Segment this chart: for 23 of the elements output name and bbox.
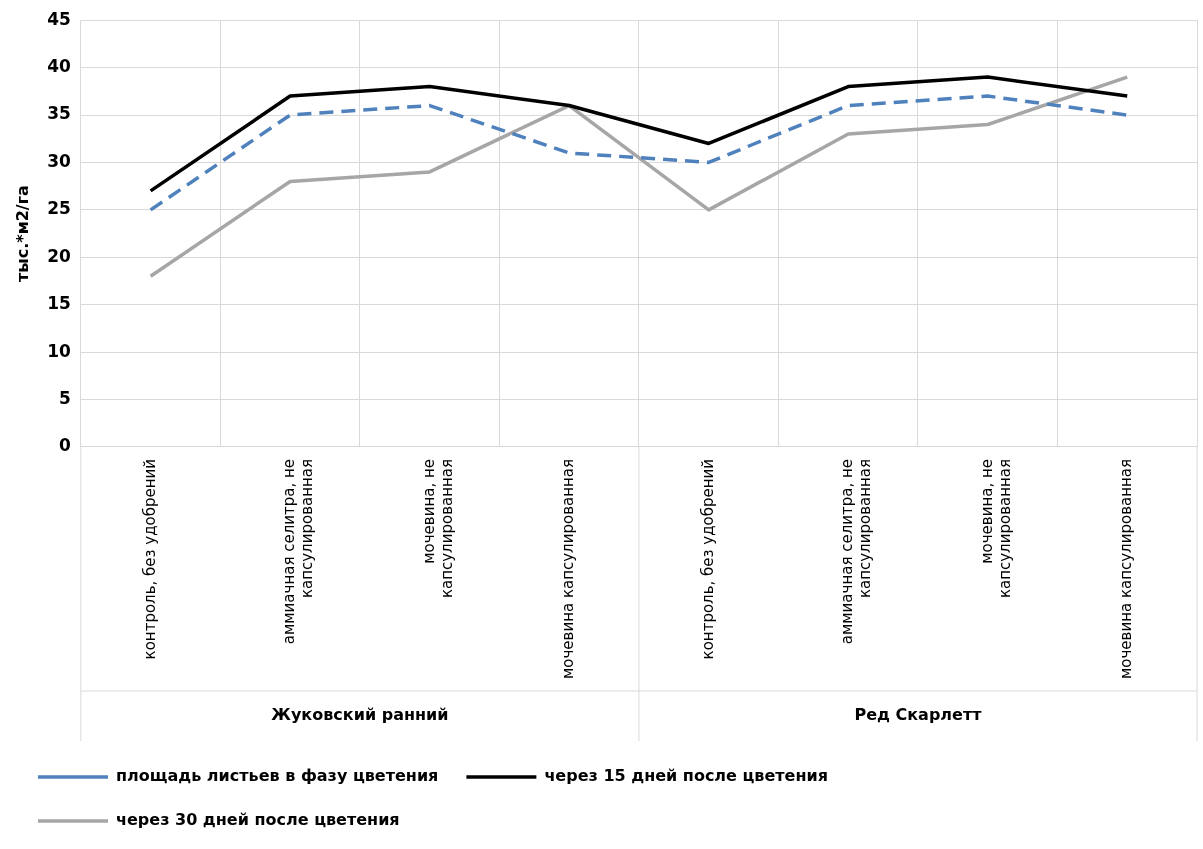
x-tick-label: контроль, без удобрений <box>140 458 159 660</box>
x-tick-label: контроль, без удобрений <box>698 458 717 660</box>
y-tick-label: 25 <box>47 198 71 219</box>
x-tick-label: аммиачная селитра, не капсулированная <box>838 458 875 645</box>
y-tick-label: 0 <box>59 435 72 456</box>
y-tick-label: 20 <box>47 245 72 266</box>
y-tick-label: 30 <box>47 150 72 171</box>
text: Ред Скарлетт <box>854 705 983 725</box>
legend-label: площадь листьев в фазу цветения <box>116 766 439 786</box>
y-tick-label: 5 <box>59 387 71 408</box>
legend-label: через 15 дней после цветения <box>544 766 828 786</box>
x-tick-label: мочевина капсулированная <box>1117 458 1136 680</box>
y-axis-title: тыс.*м2/га <box>12 185 32 283</box>
x-tick-label: мочевина капсулированная <box>559 458 578 680</box>
y-tick-label: 10 <box>47 340 72 361</box>
y-tick-label: 15 <box>47 293 71 314</box>
text: Жуковский ранний <box>271 705 449 725</box>
line-series <box>148 94 1129 212</box>
legend-label: через 30 дней после цветения <box>116 810 400 830</box>
y-tick-label: 40 <box>47 56 72 77</box>
y-tick-label: 45 <box>47 8 71 29</box>
y-tick-label: 35 <box>47 103 71 124</box>
x-tick-label: аммиачная селитра, не капсулированная <box>280 458 317 645</box>
